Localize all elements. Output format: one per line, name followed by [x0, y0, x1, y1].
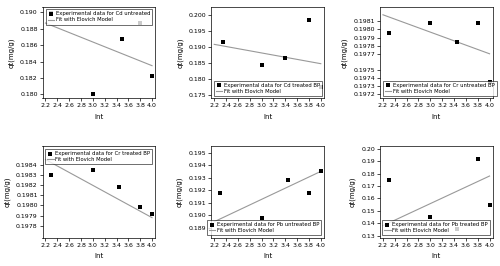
Legend: Experimental data for Pb untreated BP, Fit with Elovich Model: Experimental data for Pb untreated BP, F… — [206, 220, 321, 235]
Experimental data for Cr untreated BP — [453, 39, 461, 44]
Experimental data for Pb untreated BP — [258, 216, 266, 220]
Y-axis label: qt(mg/g): qt(mg/g) — [8, 37, 14, 68]
Experimental data for Pb untreated BP — [284, 178, 292, 182]
Legend: Experimental data for Cr untreated BP, Fit with Elovich Model: Experimental data for Cr untreated BP, F… — [382, 81, 496, 96]
Experimental data for Pb treated BP — [385, 178, 393, 182]
Experimental data for Cd untreated — [148, 74, 156, 78]
Experimental data for Cr treated BP — [89, 168, 97, 172]
X-axis label: lnt: lnt — [432, 114, 441, 120]
Experimental data for Cr treated BP — [48, 173, 56, 177]
Legend: Experimental data for Cr treated BP, Fit with Elovich Model: Experimental data for Cr treated BP, Fit… — [45, 149, 152, 164]
Y-axis label: qt(mg/g): qt(mg/g) — [176, 177, 183, 207]
Y-axis label: qt(mg/g): qt(mg/g) — [350, 177, 356, 207]
Experimental data for Cd untreated — [89, 92, 97, 96]
Experimental data for Cr treated BP — [148, 211, 156, 216]
Experimental data for Pb untreated BP — [305, 191, 313, 195]
X-axis label: lnt: lnt — [432, 253, 441, 260]
Experimental data for Cd treated BP — [219, 40, 227, 44]
Experimental data for Cr untreated BP — [385, 31, 393, 36]
Experimental data for Cr untreated BP — [426, 21, 434, 25]
Y-axis label: qt(mg/g): qt(mg/g) — [4, 177, 10, 207]
Experimental data for Cr untreated BP — [474, 21, 482, 25]
Experimental data for Cd treated BP — [305, 17, 313, 22]
X-axis label: lnt: lnt — [94, 114, 104, 120]
X-axis label: lnt: lnt — [263, 114, 272, 120]
Y-axis label: qt(mg/g): qt(mg/g) — [342, 37, 348, 68]
Experimental data for Cd untreated — [118, 37, 126, 41]
Experimental data for Cd treated BP — [317, 85, 325, 89]
Experimental data for Cr untreated BP — [486, 80, 494, 84]
Experimental data for Cd treated BP — [282, 56, 290, 60]
Experimental data for Cd untreated — [48, 11, 56, 15]
Experimental data for Pb untreated BP — [216, 191, 224, 195]
Experimental data for Cr treated BP — [116, 185, 124, 189]
Experimental data for Cd untreated — [136, 21, 144, 25]
Experimental data for Pb treated BP — [486, 202, 494, 207]
Experimental data for Pb treated BP — [426, 215, 434, 219]
Experimental data for Pb untreated BP — [317, 169, 325, 173]
Y-axis label: qt(mg/g): qt(mg/g) — [176, 37, 183, 68]
Legend: Experimental data for Pb treated BP, Fit with Elovich Model: Experimental data for Pb treated BP, Fit… — [382, 220, 490, 235]
X-axis label: lnt: lnt — [94, 253, 104, 260]
Experimental data for Cr treated BP — [136, 205, 144, 210]
Experimental data for Pb treated BP — [474, 156, 482, 161]
Legend: Experimental data for Cd treated BP, Fit with Elovich Model: Experimental data for Cd treated BP, Fit… — [214, 81, 322, 96]
Experimental data for Pb treated BP — [453, 227, 461, 231]
Experimental data for Cd treated BP — [258, 63, 266, 67]
X-axis label: lnt: lnt — [263, 253, 272, 260]
Legend: Experimental data for Cd untreated, Fit with Elovich Model: Experimental data for Cd untreated, Fit … — [46, 9, 152, 24]
